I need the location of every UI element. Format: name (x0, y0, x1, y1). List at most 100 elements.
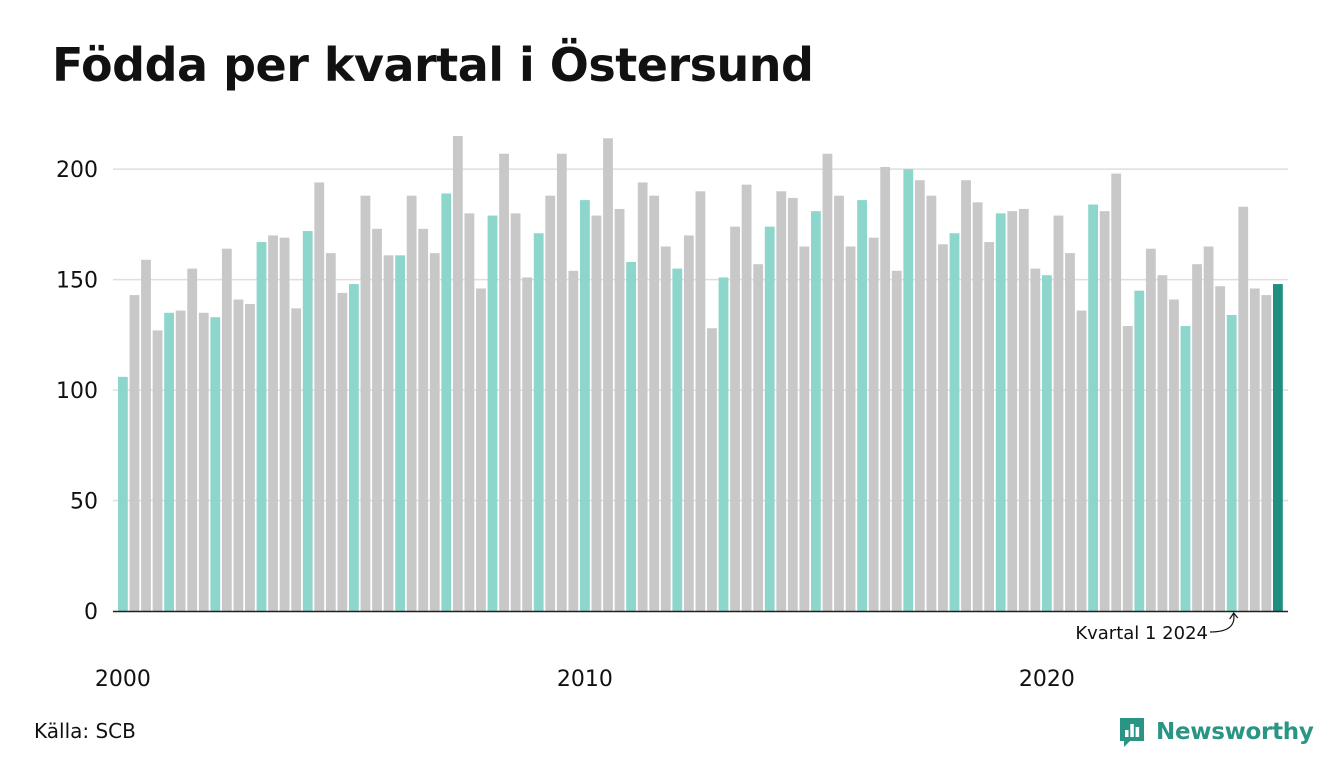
bar-2024-q1 (1226, 314, 1237, 611)
bar-2004-q1 (302, 231, 313, 611)
bar-2006-q3 (418, 228, 429, 611)
annotation-text: Kvartal 1 2024 (1075, 623, 1208, 644)
bar-2006-q1 (395, 255, 405, 611)
bar-2005-q4 (383, 255, 394, 611)
bar-2012-q4 (707, 328, 717, 611)
bar-2003-q3 (279, 237, 290, 611)
bar-2000-q2 (129, 295, 140, 611)
bar-2022-q4 (1169, 299, 1179, 611)
bar-2023-q1 (1180, 326, 1191, 611)
bar-2001-q1 (164, 312, 174, 611)
bar-2021-q1 (1088, 204, 1098, 611)
bars (118, 136, 1283, 612)
annotation-arrow (1209, 611, 1239, 633)
bar-2011-q2 (637, 182, 648, 611)
bar-2000-q1 (118, 376, 128, 611)
bar-2013-q3 (741, 184, 752, 612)
bar-2000-q4 (152, 330, 163, 611)
bar-2011-q1 (626, 261, 636, 611)
y-tick-label-50: 50 (70, 490, 98, 515)
bar-2002-q2 (221, 248, 232, 611)
y-tick-label-200: 200 (56, 158, 98, 183)
bar-2015-q4 (845, 246, 856, 611)
bar-2011-q4 (660, 246, 671, 611)
bar-2010-q1 (580, 200, 590, 612)
bar-2021-q2 (1099, 211, 1110, 611)
x-tick-label-2020: 2020 (1019, 667, 1075, 692)
bar-2006-q4 (429, 253, 440, 612)
x-tick-label-2000: 2000 (95, 667, 151, 692)
bar-chart: 0 50 100 150 200 2000 2010 2020 Kvartal 1 2024 (56, 136, 1288, 692)
bar-2015-q2 (822, 153, 833, 611)
bar-2022-q1 (1134, 290, 1145, 611)
bar-2002-q3 (233, 299, 244, 611)
bar-2001-q4 (198, 312, 209, 611)
bar-2023-q2 (1192, 264, 1202, 611)
bar-2022-q3 (1157, 275, 1168, 611)
bar-2015-q3 (834, 195, 844, 611)
logo-bar-3 (1135, 727, 1140, 737)
logo-bar-2 (1130, 724, 1134, 737)
bar-2007-q1 (441, 193, 452, 611)
bar-2007-q2 (452, 136, 463, 611)
bar-2005-q3 (372, 228, 382, 611)
bar-2025-q1 (1273, 284, 1283, 611)
bar-2013-q1 (718, 277, 729, 611)
bar-2021-q4 (1122, 326, 1133, 611)
logo-bar-1 (1125, 730, 1129, 737)
bar-2014-q2 (776, 191, 787, 612)
bar-2010-q3 (603, 138, 613, 611)
bar-2000-q3 (141, 259, 151, 611)
bar-2022-q2 (1145, 248, 1156, 611)
bar-2019-q1 (995, 213, 1006, 611)
bar-2003-q4 (291, 308, 302, 611)
y-tick-label-150: 150 (56, 269, 98, 294)
bar-2008-q3 (510, 213, 521, 611)
bar-2005-q1 (349, 284, 359, 611)
bar-2014-q4 (799, 246, 810, 611)
bar-2007-q3 (464, 213, 475, 611)
bar-2020-q3 (1065, 253, 1075, 612)
bar-2024-q3 (1249, 288, 1260, 611)
bar-2002-q1 (210, 317, 221, 611)
bar-2001-q3 (187, 268, 198, 611)
y-tick-label-100: 100 (56, 379, 98, 404)
y-tick-label-0: 0 (84, 600, 98, 625)
bar-2008-q2 (499, 153, 509, 611)
bar-2021-q3 (1111, 173, 1122, 611)
bar-2003-q2 (268, 235, 278, 612)
bar-2017-q4 (938, 244, 948, 612)
bar-2010-q4 (614, 208, 625, 612)
brand-logo[interactable]: Newsworthy (1118, 714, 1314, 750)
bar-2005-q2 (360, 195, 371, 611)
bar-2011-q3 (649, 195, 660, 611)
bar-2016-q3 (880, 166, 891, 612)
source-credit: Källa: SCB (34, 719, 136, 743)
bar-2019-q3 (1018, 208, 1029, 612)
bar-2024-q4 (1261, 295, 1272, 611)
bar-2001-q2 (175, 310, 186, 611)
bar-2006-q2 (406, 195, 417, 611)
x-axis-tick-labels: 2000 2010 2020 (95, 667, 1075, 692)
bar-2016-q1 (857, 200, 867, 612)
x-tick-label-2010: 2010 (557, 667, 613, 692)
bar-2004-q4 (337, 292, 348, 611)
bar-2018-q1 (949, 233, 960, 611)
bar-2009-q3 (556, 153, 567, 611)
bar-2018-q3 (972, 202, 983, 611)
bar-2009-q4 (568, 270, 579, 611)
bar-2020-q2 (1053, 215, 1064, 611)
latest-quarter-annotation: Kvartal 1 2024 (1075, 611, 1239, 644)
brand-name: Newsworthy (1156, 719, 1314, 745)
bar-2016-q2 (868, 237, 879, 611)
y-axis-tick-labels: 0 50 100 150 200 (56, 158, 98, 625)
bar-2008-q1 (487, 215, 498, 611)
bar-2012-q1 (672, 268, 683, 611)
newsworthy-logo-icon (1120, 718, 1144, 747)
bar-2008-q4 (522, 277, 533, 611)
bar-2023-q3 (1203, 246, 1214, 611)
bar-2009-q1 (533, 233, 544, 611)
bar-2015-q1 (811, 211, 821, 611)
bar-2019-q4 (1030, 268, 1041, 611)
bar-2014-q3 (787, 197, 798, 611)
